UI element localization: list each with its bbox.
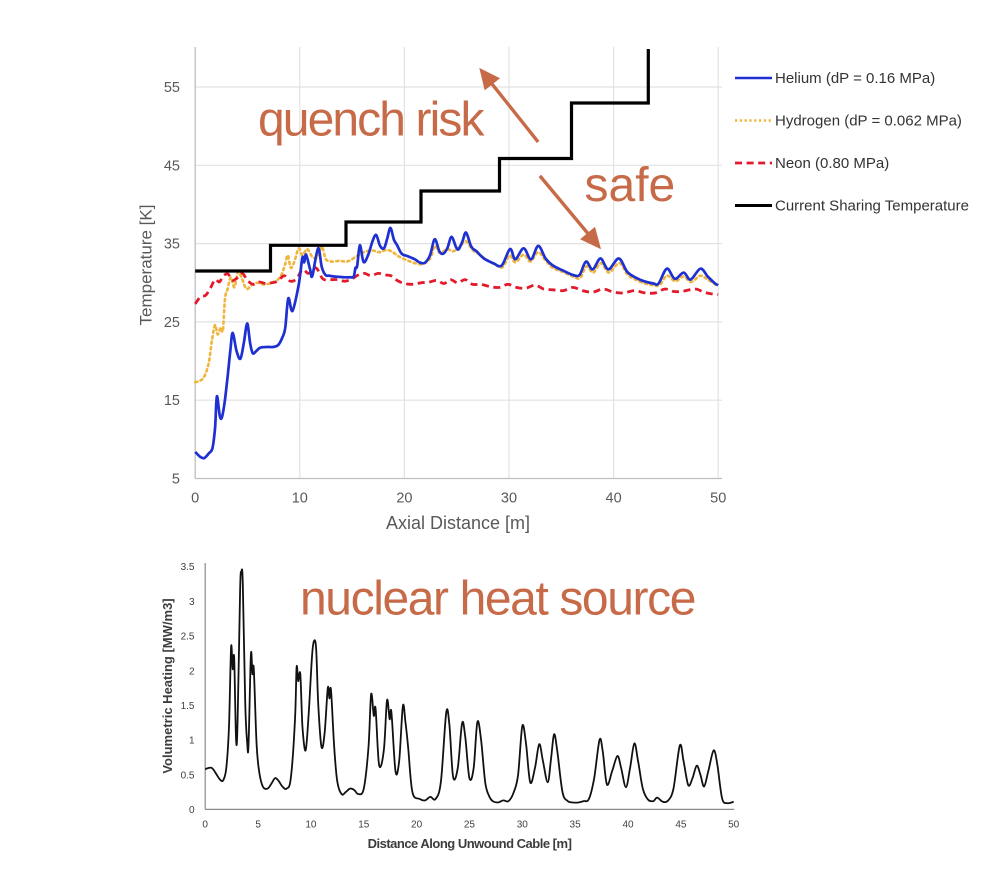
svg-text:40: 40	[606, 491, 622, 507]
svg-text:50: 50	[710, 491, 726, 507]
svg-text:15: 15	[358, 819, 370, 830]
svg-text:Volumetric Heating [MW/m3]: Volumetric Heating [MW/m3]	[160, 598, 175, 773]
svg-text:20: 20	[411, 819, 423, 830]
svg-text:2: 2	[189, 666, 195, 677]
svg-text:35: 35	[570, 819, 582, 830]
svg-text:20: 20	[396, 491, 412, 507]
svg-text:45: 45	[675, 819, 687, 830]
svg-text:10: 10	[292, 491, 308, 507]
svg-text:1.5: 1.5	[181, 701, 195, 712]
svg-text:40: 40	[622, 819, 634, 830]
svg-text:30: 30	[517, 819, 529, 830]
svg-text:quench risk: quench risk	[258, 94, 485, 147]
svg-text:1: 1	[189, 736, 195, 747]
svg-text:Hydrogen (dP = 0.062 MPa): Hydrogen (dP = 0.062 MPa)	[775, 113, 962, 130]
svg-text:0.5: 0.5	[181, 770, 195, 781]
svg-text:45: 45	[164, 158, 180, 174]
svg-text:Helium (dP = 0.16 MPa): Helium (dP = 0.16 MPa)	[775, 70, 935, 87]
svg-text:nuclear heat source: nuclear heat source	[300, 573, 695, 626]
svg-text:25: 25	[164, 315, 180, 331]
svg-text:0: 0	[191, 491, 199, 507]
svg-text:15: 15	[164, 393, 180, 409]
svg-text:50: 50	[728, 819, 740, 830]
svg-text:Neon (0.80 MPa): Neon (0.80 MPa)	[775, 155, 889, 172]
svg-text:55: 55	[164, 80, 180, 96]
svg-text:35: 35	[164, 237, 180, 253]
svg-text:30: 30	[501, 491, 517, 507]
svg-text:10: 10	[305, 819, 317, 830]
svg-text:safe: safe	[585, 159, 676, 212]
svg-text:5: 5	[255, 819, 261, 830]
svg-text:3: 3	[189, 597, 195, 608]
svg-text:Current Sharing Temperature: Current Sharing Temperature	[775, 198, 969, 215]
svg-text:5: 5	[172, 472, 180, 488]
svg-text:25: 25	[464, 819, 476, 830]
svg-text:Distance Along Unwound Cable [: Distance Along Unwound Cable [m]	[368, 836, 572, 851]
svg-text:0: 0	[189, 805, 195, 816]
svg-text:2.5: 2.5	[181, 632, 195, 643]
svg-text:Temperature [K]: Temperature [K]	[137, 205, 156, 326]
svg-text:Axial Distance [m]: Axial Distance [m]	[386, 513, 530, 533]
svg-text:0: 0	[202, 819, 208, 830]
svg-text:3.5: 3.5	[181, 562, 195, 573]
